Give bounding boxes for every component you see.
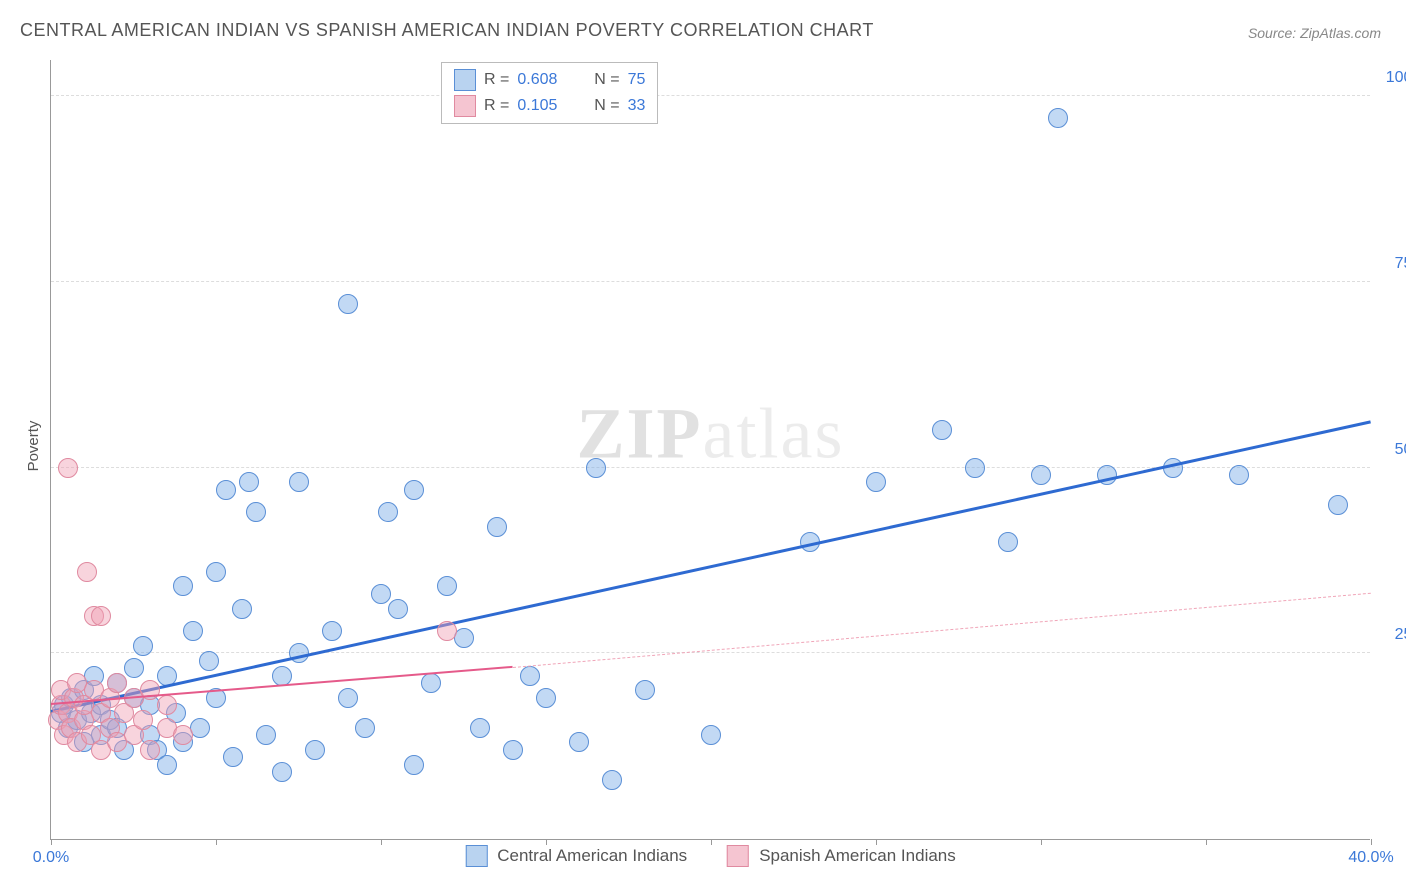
legend-stats: R = 0.608 N = 75R = 0.105 N = 33	[441, 62, 658, 124]
data-point	[183, 621, 203, 641]
x-tick-mark	[1371, 839, 1372, 845]
data-point	[388, 599, 408, 619]
data-point	[421, 673, 441, 693]
trend-line	[51, 420, 1372, 713]
legend-r-label: R =	[484, 71, 509, 89]
x-tick-mark	[1041, 839, 1042, 845]
data-point	[371, 584, 391, 604]
data-point	[404, 480, 424, 500]
data-point	[470, 718, 490, 738]
y-tick-label: 100.0%	[1380, 69, 1406, 87]
data-point	[157, 695, 177, 715]
data-point	[569, 732, 589, 752]
watermark: ZIPatlas	[577, 392, 845, 475]
data-point	[173, 725, 193, 745]
x-tick-mark	[216, 839, 217, 845]
gridline	[51, 95, 1370, 96]
data-point	[602, 770, 622, 790]
legend-series-item: Spanish American Indians	[727, 845, 956, 867]
legend-swatch	[454, 69, 476, 91]
legend-r-value: 0.608	[517, 71, 577, 89]
gridline	[51, 281, 1370, 282]
data-point	[58, 458, 78, 478]
legend-series: Central American Indians Spanish American…	[465, 845, 956, 867]
x-tick-mark	[1206, 839, 1207, 845]
chart-container: CENTRAL AMERICAN INDIAN VS SPANISH AMERI…	[0, 0, 1406, 892]
legend-swatch	[454, 95, 476, 117]
legend-stats-row: R = 0.105 N = 33	[454, 93, 645, 119]
data-point	[536, 688, 556, 708]
data-point	[965, 458, 985, 478]
y-tick-label: 25.0%	[1380, 626, 1406, 644]
data-point	[378, 502, 398, 522]
x-tick-label: 0.0%	[33, 849, 69, 867]
y-tick-label: 75.0%	[1380, 255, 1406, 273]
y-tick-label: 50.0%	[1380, 441, 1406, 459]
legend-n-value: 75	[628, 71, 646, 89]
data-point	[239, 472, 259, 492]
legend-n-value: 33	[628, 97, 646, 115]
data-point	[206, 562, 226, 582]
data-point	[932, 420, 952, 440]
data-point	[272, 762, 292, 782]
data-point	[437, 621, 457, 641]
data-point	[305, 740, 325, 760]
legend-series-name: Central American Indians	[497, 846, 687, 866]
plot-area: ZIPatlas 25.0%50.0%75.0%100.0%0.0%40.0%R…	[50, 60, 1370, 840]
data-point	[520, 666, 540, 686]
data-point	[1229, 465, 1249, 485]
data-point	[140, 740, 160, 760]
data-point	[77, 562, 97, 582]
gridline	[51, 652, 1370, 653]
chart-title: CENTRAL AMERICAN INDIAN VS SPANISH AMERI…	[20, 20, 874, 41]
x-tick-label: 40.0%	[1348, 849, 1393, 867]
data-point	[133, 636, 153, 656]
data-point	[338, 294, 358, 314]
data-point	[998, 532, 1018, 552]
data-point	[199, 651, 219, 671]
data-point	[133, 710, 153, 730]
source-attribution: Source: ZipAtlas.com	[1248, 25, 1381, 41]
data-point	[437, 576, 457, 596]
x-tick-mark	[381, 839, 382, 845]
data-point	[232, 599, 252, 619]
data-point	[404, 755, 424, 775]
legend-series-item: Central American Indians	[465, 845, 687, 867]
data-point	[355, 718, 375, 738]
trend-line	[513, 593, 1371, 668]
data-point	[701, 725, 721, 745]
data-point	[866, 472, 886, 492]
data-point	[338, 688, 358, 708]
legend-n-label: N =	[585, 97, 619, 115]
data-point	[503, 740, 523, 760]
y-axis-label: Poverty	[25, 421, 42, 472]
data-point	[1031, 465, 1051, 485]
x-tick-mark	[51, 839, 52, 845]
data-point	[173, 576, 193, 596]
legend-swatch	[727, 845, 749, 867]
data-point	[487, 517, 507, 537]
data-point	[322, 621, 342, 641]
data-point	[289, 472, 309, 492]
data-point	[216, 480, 236, 500]
data-point	[246, 502, 266, 522]
data-point	[157, 755, 177, 775]
legend-n-label: N =	[585, 71, 619, 89]
data-point	[107, 673, 127, 693]
legend-series-name: Spanish American Indians	[759, 846, 956, 866]
legend-stats-row: R = 0.608 N = 75	[454, 67, 645, 93]
data-point	[223, 747, 243, 767]
legend-r-value: 0.105	[517, 97, 577, 115]
data-point	[256, 725, 276, 745]
watermark-atlas: atlas	[703, 393, 845, 473]
legend-r-label: R =	[484, 97, 509, 115]
data-point	[1048, 108, 1068, 128]
data-point	[124, 658, 144, 678]
data-point	[272, 666, 292, 686]
legend-swatch	[465, 845, 487, 867]
data-point	[635, 680, 655, 700]
data-point	[91, 606, 111, 626]
data-point	[1328, 495, 1348, 515]
data-point	[586, 458, 606, 478]
